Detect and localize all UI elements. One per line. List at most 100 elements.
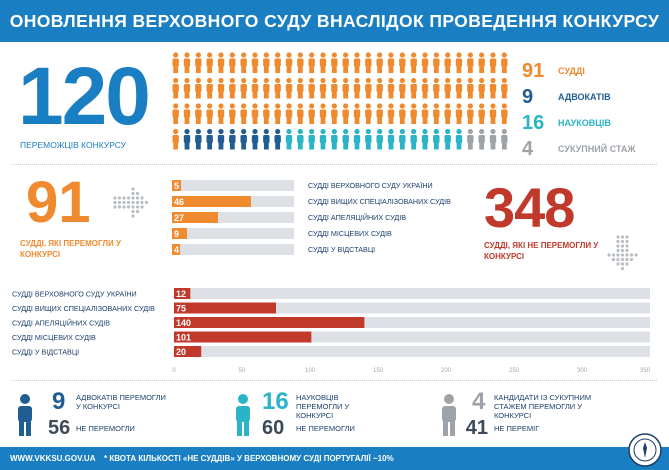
person-icon [455,103,463,124]
dot [131,209,135,214]
won-bar-track [172,180,294,191]
person-icon [240,103,247,124]
dot [625,239,629,244]
person-icon [478,52,485,73]
won-bar-label: СУДДІ МІСЦЕВИХ СУДІВ [308,229,392,238]
chart-bar [174,346,202,357]
bottom-label: АДВОКАТІВ ПЕРЕМОГЛИ У КОНКУРСІ [76,393,166,411]
person-icon [455,77,463,99]
judges-lost-number: 348 [484,176,575,239]
person-icon [331,103,338,124]
chart-category-label: СУДДІ У ВІДСТАВЦІ [12,348,79,357]
bottom-stat-scientists: 16 НАУКОВЦІВ ПЕРЕМОГЛИ У КОНКУРСІ 60 НЕ … [232,390,432,442]
footer-site-link[interactable]: WWW.VKKSU.GOV.UA [10,454,96,463]
person-icon [285,128,293,150]
dot [629,257,634,262]
dot [131,196,135,200]
dot [616,253,620,257]
bottom-count: 16 [262,388,289,415]
breakdown-row-scientists: 16 НАУКОВЦІВ [522,110,662,136]
chart-tick-label: 250 [509,368,520,374]
dot [620,257,625,262]
person-icon [251,128,259,150]
dot [135,209,140,214]
person-icon [387,77,395,99]
person-icon [308,128,315,150]
breakdown-count: 91 [522,60,545,82]
person-icon [342,77,349,99]
person-icon [319,128,327,150]
won-bar: 27 [172,212,219,223]
person-icon [183,77,191,99]
dot [620,253,625,257]
bottom-lost-label: НЕ ПЕРЕМОГЛИ [296,424,355,433]
dot [620,235,625,239]
person-icon [308,103,315,124]
person-icon [399,52,406,73]
dot [140,196,144,200]
won-bar-label: СУДДІ ВЕРХОВНОГО СУДУ УКРАЇНИ [308,181,433,190]
person-icon [217,52,225,73]
chart-bar [174,317,365,328]
person-icon [263,77,270,99]
chart-bar-track [174,302,650,314]
person-icon [501,128,508,150]
person-icon [206,77,213,99]
person-icon [376,52,383,73]
judges-lost-chart: СУДДІ ВЕРХОВНОГО СУДУ УКРАЇНИ 12 СУДДІ ВИЩ… [12,288,651,374]
dot [117,196,122,200]
dot [620,244,625,248]
chart-bar [174,331,312,343]
person-icon [478,128,485,150]
person-icon [365,52,372,73]
dot [607,253,611,257]
bottom-divider [12,380,657,381]
dot [113,196,117,200]
judges-won-bars: 5 СУДДІ ВЕРХОВНОГО СУДУ УКРАЇНИ 46 СУДДІ ВИ… [172,180,472,260]
dot [135,200,140,205]
dot [616,239,620,244]
person-icon [399,103,406,124]
person-icon [319,103,327,124]
dot [113,200,117,205]
chart-category-label: СУДДІ ВЕРХОВНОГО СУДУ УКРАЇНИ [12,290,137,299]
bottom-lost-label: НЕ ПЕРЕМІГ [494,424,540,433]
breakdown-label: АДВОКАТІВ [558,91,611,102]
dot [117,200,122,205]
person-icon [478,77,485,99]
person-icon [501,52,508,73]
dot [620,262,625,266]
divider [12,164,657,165]
won-bar-label: СУДДІ У ВІДСТАВЦІ [308,245,376,254]
person-icon [501,103,508,124]
person-icon [285,103,293,124]
person-icon [353,103,361,124]
chart-tick-label: 200 [441,368,452,374]
person-icon [206,128,213,150]
person-icon [410,52,417,73]
won-bar-value: 9 [174,228,180,239]
person-icon [433,128,440,150]
person-icon [240,77,247,99]
won-bar-value: 46 [174,196,185,207]
dot [135,191,140,196]
dot [135,205,140,209]
dot [113,205,117,209]
bottom-label: КАНДИДАТИ ІЗ СУКУПНИМ СТАЖЕМ ПЕРЕМОГЛИ У… [494,393,592,420]
won-bar-label: СУДДІ АПЕЛЯЦІЙНИХ СУДІВ [308,213,406,222]
chart-bar [174,288,191,299]
dot [131,214,135,218]
dot [135,196,140,200]
person-icon [410,128,417,150]
bottom-lost-count: 56 [48,417,71,439]
dot [131,205,135,209]
person-icon [433,103,440,124]
person-icon [229,77,236,99]
breakdown-count: 9 [522,86,534,108]
person-icon [274,128,281,150]
won-bar-label: СУДДІ ВИЩИХ СПЕЦІАЛІЗОВАНИХ СУДІВ [308,197,451,206]
chart-bar-track [174,317,650,328]
bottom-count: 9 [52,388,66,415]
person-icon [376,103,383,124]
won-bar: 9 [172,228,188,239]
